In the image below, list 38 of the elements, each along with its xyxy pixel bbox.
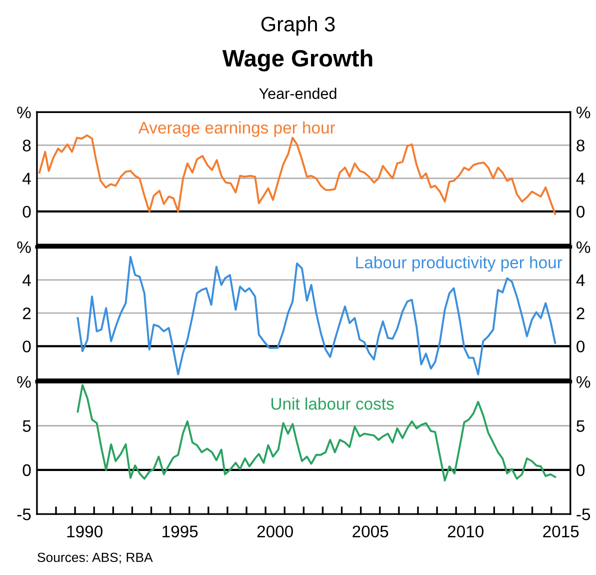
y-tick-label: 0 [22, 464, 31, 476]
x-tick-label: 1990 [67, 526, 102, 538]
y-tick-label: 4 [22, 172, 31, 184]
y-tick-label: % [17, 376, 31, 388]
x-tick-label: 2000 [257, 526, 293, 538]
x-tick-label: 2015 [543, 526, 579, 538]
caption: Graph 3 [261, 16, 335, 36]
y-tick-label: 4 [22, 274, 31, 286]
y2-tick-label: 0 [576, 464, 585, 476]
y-tick-label: 5 [22, 420, 31, 432]
y2-tick-label: % [576, 106, 590, 118]
y2-tick-label: 4 [576, 274, 585, 286]
chart-title: Wage Growth [222, 49, 372, 72]
y-tick-label: % [17, 241, 31, 254]
y2-tick-label: 0 [576, 340, 585, 352]
y2-tick-label: 5 [576, 420, 584, 432]
y-tick-label: 8 [22, 140, 31, 152]
y-tick-label: % [17, 106, 31, 118]
y-tick-label: 0 [22, 340, 31, 352]
source-note: Sources: ABS; RBA [38, 552, 153, 564]
series-label: Labour productivity per hour [356, 256, 562, 272]
y2-tick-label: 8 [576, 140, 584, 152]
y2-tick-label: % [576, 241, 590, 254]
series-label: Unit labour costs [272, 398, 394, 410]
y2-tick-label: 2 [576, 307, 584, 320]
x-tick-label: 2010 [448, 526, 484, 538]
y2-tick-label: -5 [576, 508, 590, 520]
x-tick-label: 2005 [352, 526, 388, 538]
y2-tick-label: % [576, 376, 590, 388]
y2-tick-label: 0 [576, 206, 585, 218]
y-tick-label: 2 [22, 307, 31, 320]
series-label: Average earnings per hour [138, 121, 336, 137]
line-series [76, 384, 556, 482]
y2-tick-label: 4 [576, 172, 585, 184]
x-tick-label: 1995 [162, 526, 198, 538]
y-tick-label: 0 [22, 206, 31, 218]
y-tick-label: -5 [17, 508, 31, 520]
chart-subtitle: Year-ended [259, 88, 336, 99]
